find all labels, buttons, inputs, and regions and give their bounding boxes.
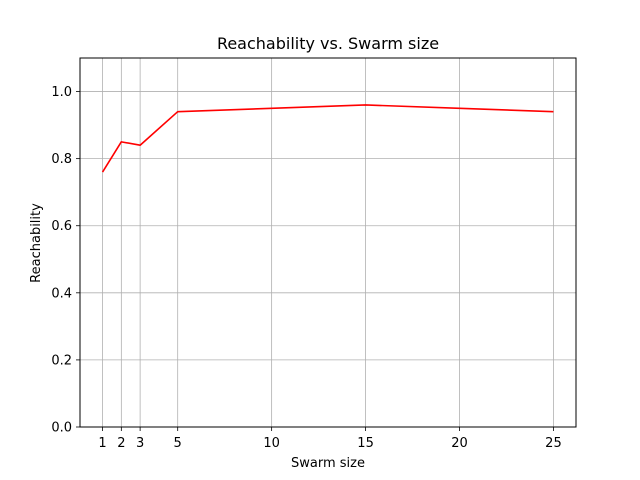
chart-title: Reachability vs. Swarm size: [217, 34, 439, 53]
grid-lines: [80, 58, 576, 428]
x-tick-label: 5: [174, 436, 182, 451]
x-tick-label: 3: [136, 436, 144, 451]
y-tick-label: 0.6: [51, 219, 72, 234]
x-tick-label: 2: [117, 436, 125, 451]
x-tick-label: 25: [545, 436, 562, 451]
x-tick-label: 10: [263, 436, 280, 451]
ticks: 1 2 3 5 10 15 20 25 0.0 0.2 0.4 0.6 0.8 1.0: [51, 85, 561, 451]
x-tick-label: 15: [357, 436, 374, 451]
y-tick-label: 1.0: [51, 85, 72, 100]
y-axis-label: Reachability: [29, 203, 44, 283]
y-tick-label: 0.8: [51, 152, 72, 167]
y-tick-label: 0.2: [51, 353, 72, 368]
x-tick-label: 1: [98, 436, 106, 451]
series-layer: [101, 104, 554, 173]
plot-frame: [79, 57, 577, 428]
y-tick-label: 0.4: [51, 286, 72, 301]
series-line: [101, 104, 554, 173]
y-tick-label: 0.0: [51, 421, 72, 436]
x-tick-label: 20: [451, 436, 468, 451]
x-axis-label: Swarm size: [291, 456, 365, 471]
